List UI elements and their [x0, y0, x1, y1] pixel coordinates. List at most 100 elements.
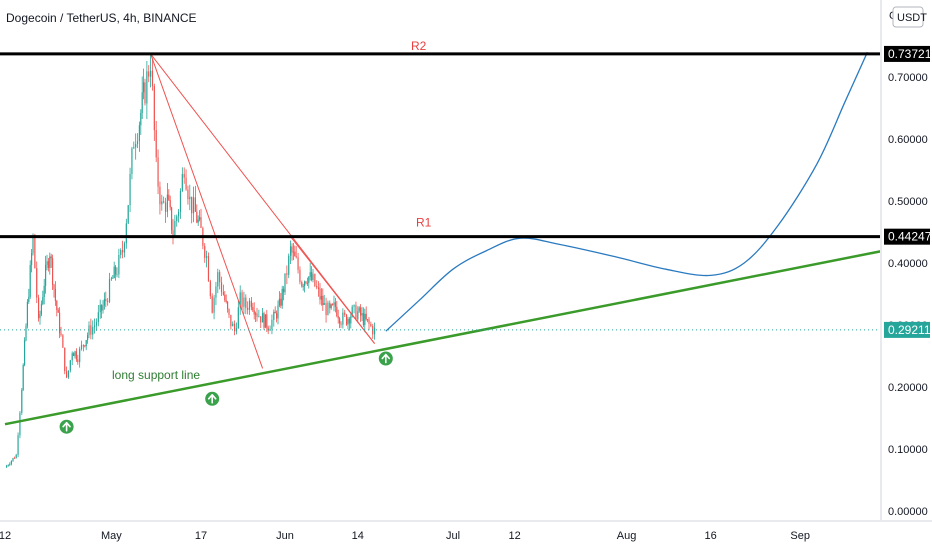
candle-body	[151, 70, 154, 86]
time-tick-label: 12	[508, 530, 520, 542]
candle-body	[197, 219, 199, 223]
candle-body	[169, 199, 171, 208]
symbol-title: Dogecoin / TetherUS, 4h, BINANCE	[6, 11, 197, 25]
candle-body	[77, 359, 79, 363]
candle-body	[82, 344, 84, 346]
candle-body	[176, 216, 178, 222]
candle-body	[264, 314, 266, 328]
candle-body	[38, 297, 40, 319]
candle-body	[308, 276, 310, 284]
candle-body	[87, 335, 89, 341]
bounce-arrow-icon	[205, 391, 220, 406]
candle-body	[271, 319, 273, 330]
candle-body	[80, 344, 83, 349]
candle-body	[299, 269, 301, 283]
candle-body	[40, 304, 42, 315]
candle-body	[97, 312, 99, 323]
candle-body	[102, 305, 104, 311]
candle-body	[116, 274, 118, 276]
candle-body	[316, 286, 318, 288]
candle-body	[49, 256, 51, 268]
candle-body	[269, 329, 271, 331]
candle-body	[219, 272, 221, 283]
candle-body	[59, 312, 61, 334]
candle-body	[187, 189, 189, 200]
candle-body	[334, 302, 336, 307]
candle-body	[62, 335, 64, 348]
currency-button[interactable]	[892, 6, 924, 28]
candle-body	[237, 307, 239, 329]
candle-body	[204, 245, 206, 258]
candle-body	[295, 256, 297, 258]
candle-body	[262, 313, 264, 323]
support-line-label: long support line	[112, 368, 200, 382]
trend-line[interactable]	[150, 53, 264, 369]
price-tick-label: 0.70000	[888, 72, 928, 84]
trend-line[interactable]	[290, 236, 375, 344]
candle-body	[357, 311, 359, 320]
candle-body	[234, 323, 236, 332]
candle-body	[143, 82, 145, 93]
candle-body	[74, 351, 76, 356]
candle-body	[56, 300, 58, 310]
time-axis[interactable]: 12 May 17 Jun 14 Jul 12 Aug 16 Sep	[0, 530, 810, 542]
candle-body	[322, 295, 324, 306]
candle-body	[150, 70, 152, 77]
candle-body	[213, 297, 215, 313]
candle-body	[230, 314, 232, 327]
candle-body	[54, 288, 56, 301]
price-tick-label: 0.50000	[888, 196, 928, 208]
bounce-markers	[59, 351, 393, 434]
candle-body	[196, 211, 198, 223]
candle-body	[330, 304, 332, 309]
candle-body	[120, 250, 122, 255]
svg-text:0.44247: 0.44247	[888, 230, 932, 244]
candle-body	[199, 217, 201, 220]
candle-body	[60, 333, 62, 336]
candle-body	[318, 287, 320, 289]
candle-body	[29, 264, 31, 297]
candle-body	[339, 318, 341, 324]
candle-body	[224, 294, 226, 301]
candle-body	[157, 157, 159, 187]
candle-body	[323, 303, 325, 306]
candle-body	[358, 307, 360, 312]
candle-body	[146, 71, 148, 104]
candle-body	[28, 296, 30, 302]
candle-body	[31, 253, 33, 265]
candle-body	[277, 305, 279, 319]
time-tick-label: Aug	[617, 530, 637, 542]
candle-body	[140, 112, 142, 126]
candle-body	[34, 234, 36, 269]
candle-body	[25, 325, 27, 341]
candle-body	[319, 288, 321, 300]
candle-body	[286, 273, 288, 275]
candle-body	[243, 297, 245, 307]
candle-body	[283, 288, 285, 293]
candle-body	[14, 458, 16, 459]
candle-body	[227, 301, 229, 309]
candle-body	[220, 282, 223, 293]
candle-body	[159, 186, 161, 205]
price-tick-label: 0.60000	[888, 134, 928, 146]
candle-body	[171, 207, 173, 231]
support-line[interactable]	[4, 250, 884, 426]
candle-body	[73, 353, 75, 356]
candle-body	[346, 314, 348, 325]
candle-body	[332, 304, 334, 306]
candle-body	[302, 286, 304, 287]
candle-body	[6, 465, 8, 468]
candle-body	[57, 309, 59, 313]
candle-body	[217, 272, 219, 287]
projection-curve[interactable]	[385, 51, 868, 332]
candle-body	[368, 319, 370, 324]
candle-body	[9, 463, 11, 466]
candle-body	[17, 435, 19, 455]
candle-body	[110, 278, 112, 280]
candle-body	[260, 316, 262, 323]
candle-body	[211, 296, 213, 313]
price-axis[interactable]: 0.700000.600000.500000.400000.300000.200…	[888, 72, 928, 518]
price-tick-label: 0.40000	[888, 258, 928, 270]
candle-body	[347, 318, 349, 325]
